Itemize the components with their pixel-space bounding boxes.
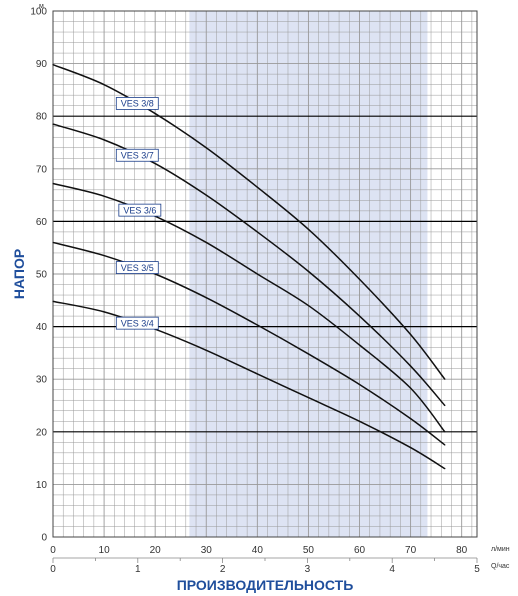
series-point	[358, 278, 361, 280]
series-point	[358, 315, 361, 317]
series-point	[52, 64, 54, 66]
series-point	[307, 304, 310, 307]
x2-tick-label: 0	[50, 564, 56, 575]
series-point	[444, 468, 446, 470]
series-point	[103, 195, 105, 197]
y-tick-label: 10	[36, 480, 48, 491]
series-label-box	[115, 261, 159, 274]
y-tick-label: 90	[36, 59, 48, 70]
series-point	[256, 273, 258, 275]
y-tick-label: 70	[36, 164, 48, 175]
series-point	[52, 182, 54, 185]
x2-tick-label: 4	[389, 564, 395, 575]
series-label-box	[115, 97, 159, 110]
curves-layer: VES 3/8 VES 3/7 VES 3/6 VES 3/5 VES 3/4	[52, 63, 446, 470]
y-tick-label: 40	[36, 322, 48, 333]
series-point	[205, 147, 207, 149]
series-label: VES 3/7	[121, 151, 154, 161]
series-label-box	[115, 148, 159, 162]
series-point	[52, 300, 54, 302]
series-curve	[52, 123, 446, 406]
x-tick-label: 0	[50, 545, 56, 556]
series-point	[358, 420, 361, 422]
series-point	[256, 373, 258, 375]
x-tick-label: 60	[354, 545, 366, 556]
series-point	[444, 431, 446, 433]
series-label-box	[115, 316, 159, 330]
series-point	[103, 84, 105, 86]
x-tick-label: 70	[405, 545, 417, 556]
series-point	[409, 387, 412, 389]
series-point	[154, 162, 156, 165]
series-point	[409, 365, 412, 367]
x-axis-unit-primary: л/мин	[491, 546, 510, 553]
series-label-box	[118, 203, 162, 217]
y-tick-label: 50	[36, 270, 48, 281]
series-label: VES 3/5	[121, 263, 154, 273]
y-axis-title: НАПОР	[11, 249, 27, 299]
x-axis-unit-secondary: Q/час	[491, 563, 510, 570]
series-point	[358, 344, 361, 346]
x2-tick-label: 3	[305, 564, 311, 575]
y-tick-label: 100	[30, 7, 47, 18]
series-label: VES 3/6	[123, 205, 156, 215]
x2-tick-label: 1	[135, 564, 141, 575]
x2-tick-label: 5	[474, 564, 480, 575]
plot-frame	[52, 10, 478, 538]
series-point	[52, 123, 54, 125]
series-point	[154, 112, 156, 115]
series-point	[256, 231, 258, 233]
y-tick-label: 20	[36, 427, 48, 438]
series-point	[307, 397, 310, 399]
series-point	[103, 254, 105, 257]
x-tick-label: 30	[201, 545, 213, 556]
series-label: VES 3/8	[121, 99, 154, 109]
x-tick-label: 20	[150, 545, 162, 556]
x-tick-label: 10	[99, 545, 111, 556]
series-point	[409, 333, 412, 336]
tick-labels-layer: 0 10 20 30 40 50 60 70 80 90 100 0 10 20 30 40 50 60 70 80 0…	[30, 7, 480, 576]
y-tick-label: 80	[36, 112, 48, 123]
y-tick-label: 30	[36, 375, 48, 386]
series-point	[307, 228, 310, 230]
series-point	[205, 194, 207, 196]
x2-tick-label: 2	[220, 564, 226, 575]
x-axis-title: ПРОИЗВОДИТЕЛЬНОСТЬ	[177, 577, 354, 593]
series-point	[307, 270, 310, 272]
series-point	[409, 446, 412, 449]
series-point	[205, 297, 207, 299]
series-point	[444, 378, 446, 380]
series-point	[307, 353, 310, 355]
series-point	[103, 139, 105, 141]
y-tick-label: 0	[41, 533, 47, 544]
series-point	[205, 349, 207, 351]
x-tick-label: 80	[456, 545, 468, 556]
series-point	[52, 241, 54, 244]
series-label: VES 3/4	[121, 318, 154, 328]
x-tick-label: 40	[252, 545, 264, 556]
series-point	[409, 418, 412, 420]
y-axis-unit: м	[39, 3, 44, 10]
x-tick-label: 50	[303, 545, 315, 556]
series-point	[103, 311, 105, 313]
series-point	[256, 324, 258, 326]
series-point	[358, 383, 361, 386]
series-point	[256, 186, 258, 188]
series-point	[444, 404, 446, 407]
series-point	[444, 444, 446, 446]
series-point	[205, 241, 207, 244]
y-tick-label: 60	[36, 217, 48, 228]
